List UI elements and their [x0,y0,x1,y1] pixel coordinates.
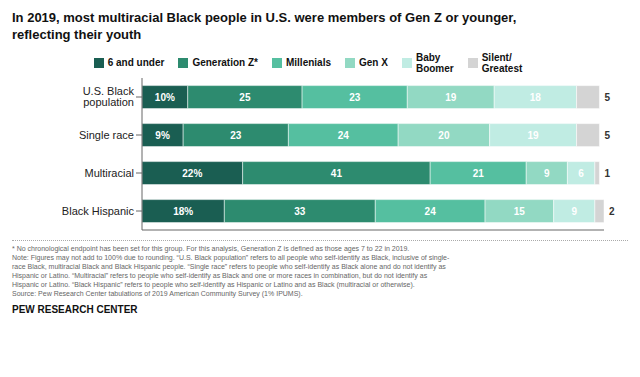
svg-text:15: 15 [514,205,526,216]
svg-text:Single race: Single race [79,129,134,141]
svg-text:Multiracial: Multiracial [84,167,134,179]
svg-text:18%: 18% [173,205,193,216]
svg-text:10%: 10% [155,91,175,102]
html-text:Silent/ Greatest: Silent/ Greatest [481,51,523,74]
svg-text:5: 5 [604,91,610,102]
html-text:Hispanic or Latino. “Black His: Hispanic or Latino. “Black Hispanic” ref… [12,281,415,289]
html-text:6 and under: 6 and under [107,57,165,69]
html-text:Note: Figures may not add to 1: Note: Figures may not add to 100% due to… [12,253,450,261]
html-text:Source: Pew Research Center ta: Source: Pew Research Center tabulations … [12,290,303,298]
svg-text:2: 2 [609,205,615,216]
html-text:Hispanic or Latino. “Multiraci: Hispanic or Latino. “Multiracial” refers… [12,272,428,280]
svg-text:9: 9 [544,167,550,178]
html-text:In 2019, most multiracial Blac: In 2019, most multiracial Black people i… [12,10,517,42]
html-text:Gen X: Gen X [359,57,388,69]
svg-text:9: 9 [571,205,577,216]
html-text:race Black, multiracial Black: race Black, multiracial Black and Black … [12,263,446,270]
svg-text:41: 41 [331,167,343,178]
html-text:Millenials: Millenials [286,57,331,69]
svg-text:20: 20 [438,129,450,140]
svg-text:23: 23 [349,91,361,102]
html-text:Generation Z*: Generation Z* [192,57,258,69]
svg-text:33: 33 [294,205,306,216]
svg-text:24: 24 [425,205,437,216]
html-text:PEW RESEARCH CENTER: PEW RESEARCH CENTER [12,304,138,316]
svg-text:22%: 22% [182,167,202,178]
svg-text:19: 19 [445,91,457,102]
svg-text:9%: 9% [155,129,170,140]
html-text:* No chronological endpoint ha: * No chronological endpoint has been set… [12,244,410,252]
svg-text:U.S. Blackpopulation: U.S. Blackpopulation [83,85,135,108]
svg-text:1: 1 [604,167,610,178]
svg-text:25: 25 [239,91,251,102]
svg-text:24: 24 [338,129,350,140]
svg-text:23: 23 [230,129,242,140]
svg-text:Black Hispanic: Black Hispanic [62,205,135,217]
svg-text:21: 21 [473,167,485,178]
html-text:Baby Boomer: Baby Boomer [415,51,454,74]
svg-text:18: 18 [530,91,542,102]
svg-text:6: 6 [578,167,584,178]
svg-text:5: 5 [604,129,610,140]
svg-text:19: 19 [528,129,540,140]
